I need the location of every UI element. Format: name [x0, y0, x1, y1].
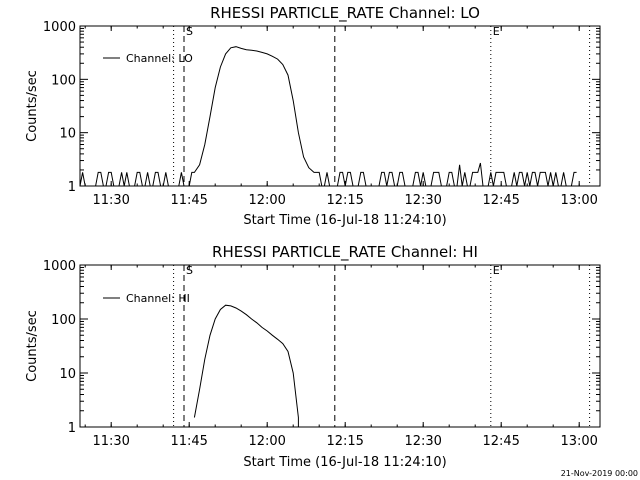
ticks-lo: 11:30 11:45 12:00 12:15 12:30 12:45 13:00 1 10 10…: [43, 20, 600, 208]
timestamp-stamp: 21-Nov-2019 00:00: [561, 469, 638, 478]
x-axis-label-lo: Start Time (16-Jul-18 11:24:10): [243, 213, 446, 228]
x-tick-label-hi: 12:30: [404, 434, 441, 449]
x-tick-label-lo: 11:45: [170, 193, 207, 208]
y-tick-label-lo: 1000: [43, 20, 76, 35]
y-tick-label-lo: 1: [68, 180, 76, 195]
x-tick-label-hi: 12:45: [482, 434, 519, 449]
x-tick-label-hi: 11:45: [170, 434, 207, 449]
series-line-lo: [79, 46, 577, 187]
plot-frame-hi: [79, 264, 601, 428]
x-tick-label-lo: 12:30: [404, 193, 441, 208]
y-axis-label-hi: Counts/sec: [25, 310, 40, 382]
plot-frame-lo: [79, 25, 601, 187]
series-line-hi: [193, 304, 299, 427]
y-axis-label-lo: Counts/sec: [25, 70, 40, 142]
x-axis-label-hi: Start Time (16-Jul-18 11:24:10): [243, 455, 446, 470]
x-tick-label-lo: 13:00: [560, 193, 597, 208]
ticks-hi: 11:30 11:45 12:00 12:15 12:30 12:45 13:00 1 10 10…: [43, 259, 600, 449]
x-tick-label-hi: 12:00: [248, 434, 285, 449]
x-tick-label-lo: 12:15: [326, 193, 363, 208]
y-tick-label-hi: 1: [68, 421, 76, 436]
x-tick-label-lo: 11:30: [92, 193, 129, 208]
y-tick-label-hi: 1000: [43, 259, 76, 274]
chart-title-lo: RHESSI PARTICLE_RATE Channel: LO: [210, 4, 480, 23]
chart-title-hi: RHESSI PARTICLE_RATE Channel: HI: [212, 243, 478, 262]
marker-label-hi: S: [186, 264, 193, 277]
x-tick-label-hi: 12:15: [326, 434, 363, 449]
y-tick-label-lo: 10: [59, 127, 76, 142]
marker-label-lo: S: [186, 25, 193, 38]
x-tick-label-lo: 12:00: [248, 193, 285, 208]
y-tick-label-hi: 10: [59, 367, 76, 382]
marker-label-hi: E: [493, 264, 500, 277]
y-tick-label-hi: 100: [51, 313, 76, 328]
marker-label-lo: E: [493, 25, 500, 38]
x-tick-label-lo: 12:45: [482, 193, 519, 208]
legend-label-lo: Channel: LO: [126, 52, 193, 65]
x-tick-label-hi: 13:00: [560, 434, 597, 449]
x-tick-label-hi: 11:30: [92, 434, 129, 449]
legend-label-hi: Channel: HI: [126, 292, 190, 305]
y-tick-label-lo: 100: [51, 73, 76, 88]
